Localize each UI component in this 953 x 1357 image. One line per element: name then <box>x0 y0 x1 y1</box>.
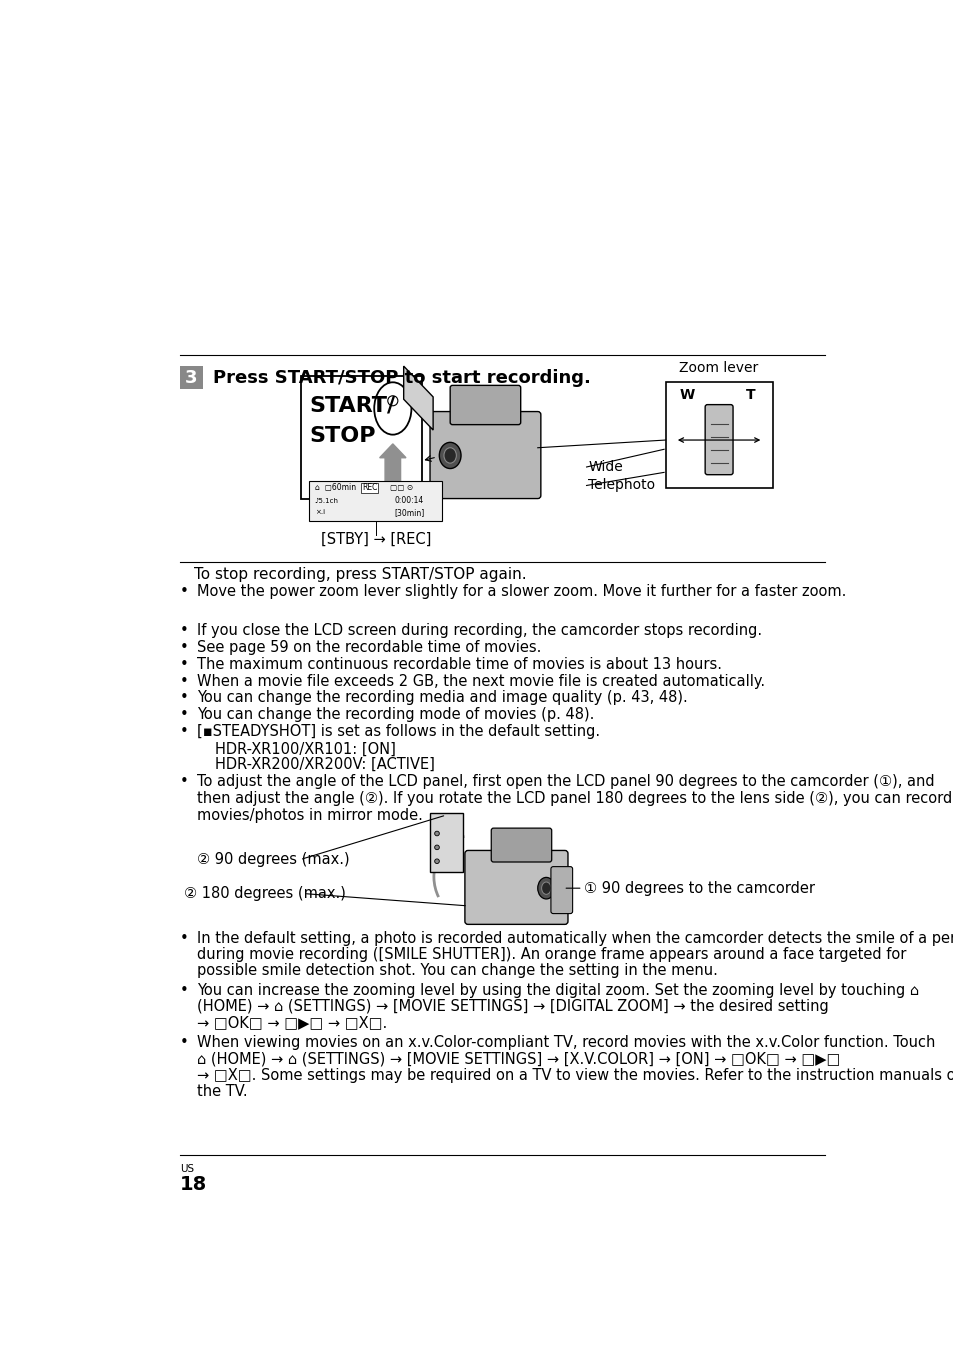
FancyBboxPatch shape <box>309 480 442 521</box>
Ellipse shape <box>537 878 555 898</box>
FancyBboxPatch shape <box>179 366 203 389</box>
Text: •: • <box>179 707 189 722</box>
Text: •: • <box>179 585 189 600</box>
Text: ⌂ (HOME) → ⌂ (SETTINGS) → [MOVIE SETTINGS] → [X.V.COLOR] → [ON] → □OK□ → □▶□: ⌂ (HOME) → ⌂ (SETTINGS) → [MOVIE SETTING… <box>196 1052 840 1067</box>
Text: the TV.: the TV. <box>196 1084 247 1099</box>
Text: ② 180 degrees (max.): ② 180 degrees (max.) <box>183 886 345 901</box>
Text: possible smile detection shot. You can change the setting in the menu.: possible smile detection shot. You can c… <box>196 963 717 978</box>
Text: •: • <box>179 773 189 788</box>
Ellipse shape <box>435 832 439 836</box>
Ellipse shape <box>541 882 550 894</box>
Text: W: W <box>679 388 694 403</box>
Text: •: • <box>179 657 189 672</box>
FancyBboxPatch shape <box>665 381 772 487</box>
Text: movies/photos in mirror mode.: movies/photos in mirror mode. <box>196 807 422 822</box>
Text: ▢▢ ⊙: ▢▢ ⊙ <box>390 483 414 493</box>
Text: See page 59 on the recordable time of movies.: See page 59 on the recordable time of mo… <box>196 639 540 654</box>
Text: START/: START/ <box>309 395 395 415</box>
Text: Wide: Wide <box>587 460 622 474</box>
Text: When viewing movies on an x.v.Color-compliant TV, record movies with the x.v.Col: When viewing movies on an x.v.Color-comp… <box>196 1035 934 1050</box>
Text: during movie recording ([SMILE SHUTTER]). An orange frame appears around a face : during movie recording ([SMILE SHUTTER])… <box>196 947 905 962</box>
Text: ① 90 degrees to the camcorder: ① 90 degrees to the camcorder <box>583 881 815 896</box>
Text: ② 90 degrees (max.): ② 90 degrees (max.) <box>196 852 349 867</box>
Text: ⌂  ▢60min: ⌂ ▢60min <box>314 483 355 493</box>
Text: REC: REC <box>361 483 376 493</box>
Text: In the default setting, a photo is recorded automatically when the camcorder det: In the default setting, a photo is recor… <box>196 931 953 946</box>
Ellipse shape <box>435 859 439 863</box>
Text: then adjust the angle (②). If you rotate the LCD panel 180 degrees to the lens s: then adjust the angle (②). If you rotate… <box>196 791 951 806</box>
Text: •: • <box>179 982 189 999</box>
Text: [▪STEADYSHOT] is set as follows in the default setting.: [▪STEADYSHOT] is set as follows in the d… <box>196 725 599 740</box>
Text: ♪5.1ch: ♪5.1ch <box>314 498 338 503</box>
FancyBboxPatch shape <box>491 828 551 862</box>
FancyBboxPatch shape <box>430 813 462 873</box>
Text: You can increase the zooming level by using the digital zoom. Set the zooming le: You can increase the zooming level by us… <box>196 982 918 999</box>
FancyBboxPatch shape <box>704 404 732 475</box>
Text: HDR-XR100/XR101: [ON]: HDR-XR100/XR101: [ON] <box>214 741 395 756</box>
Text: US: US <box>179 1164 193 1174</box>
Text: If you close the LCD screen during recording, the camcorder stops recording.: If you close the LCD screen during recor… <box>196 623 761 638</box>
FancyBboxPatch shape <box>430 411 540 498</box>
Text: •: • <box>179 691 189 706</box>
Ellipse shape <box>435 845 439 849</box>
Text: To adjust the angle of the LCD panel, first open the LCD panel 90 degrees to the: To adjust the angle of the LCD panel, fi… <box>196 773 933 788</box>
Text: When a movie file exceeds 2 GB, the next movie file is created automatically.: When a movie file exceeds 2 GB, the next… <box>196 673 764 688</box>
Text: •: • <box>179 931 189 946</box>
Text: T: T <box>745 388 755 403</box>
Text: → □X□. Some settings may be required on a TV to view the movies. Refer to the in: → □X□. Some settings may be required on … <box>196 1068 953 1083</box>
Ellipse shape <box>387 396 397 406</box>
Text: (HOME) → ⌂ (SETTINGS) → [MOVIE SETTINGS] → [DIGITAL ZOOM] → the desired setting: (HOME) → ⌂ (SETTINGS) → [MOVIE SETTINGS]… <box>196 999 827 1014</box>
Text: The maximum continuous recordable time of movies is about 13 hours.: The maximum continuous recordable time o… <box>196 657 721 672</box>
Text: HDR-XR200/XR200V: [ACTIVE]: HDR-XR200/XR200V: [ACTIVE] <box>214 757 434 772</box>
Text: Zoom lever: Zoom lever <box>679 361 758 375</box>
Text: [STBY] → [REC]: [STBY] → [REC] <box>320 532 431 547</box>
Text: Move the power zoom lever slightly for a slower zoom. Move it further for a fast: Move the power zoom lever slightly for a… <box>196 585 845 600</box>
Text: •: • <box>179 725 189 740</box>
Ellipse shape <box>374 383 411 434</box>
FancyBboxPatch shape <box>301 376 421 499</box>
Text: Press START/STOP to start recording.: Press START/STOP to start recording. <box>213 369 590 387</box>
Text: You can change the recording media and image quality (p. 43, 48).: You can change the recording media and i… <box>196 691 687 706</box>
Text: •: • <box>179 1035 189 1050</box>
FancyBboxPatch shape <box>464 851 567 924</box>
Text: [30min]: [30min] <box>394 508 424 517</box>
Text: •: • <box>179 623 189 638</box>
FancyBboxPatch shape <box>550 867 572 913</box>
Polygon shape <box>403 366 433 430</box>
Text: 18: 18 <box>179 1175 207 1194</box>
Text: •: • <box>179 639 189 654</box>
Text: To stop recording, press START/STOP again.: To stop recording, press START/STOP agai… <box>193 567 526 582</box>
Text: ×.i: ×.i <box>314 509 324 516</box>
FancyBboxPatch shape <box>450 385 520 425</box>
Text: 0:00:14: 0:00:14 <box>394 497 423 505</box>
Text: You can change the recording mode of movies (p. 48).: You can change the recording mode of mov… <box>196 707 594 722</box>
Ellipse shape <box>439 442 460 468</box>
Text: → □OK□ → □▶□ → □X□.: → □OK□ → □▶□ → □X□. <box>196 1015 387 1030</box>
Text: STOP: STOP <box>309 426 375 446</box>
Text: Telephoto: Telephoto <box>587 479 655 493</box>
Text: 3: 3 <box>185 369 197 387</box>
Text: •: • <box>179 673 189 688</box>
FancyArrow shape <box>379 444 406 486</box>
Ellipse shape <box>443 448 456 463</box>
